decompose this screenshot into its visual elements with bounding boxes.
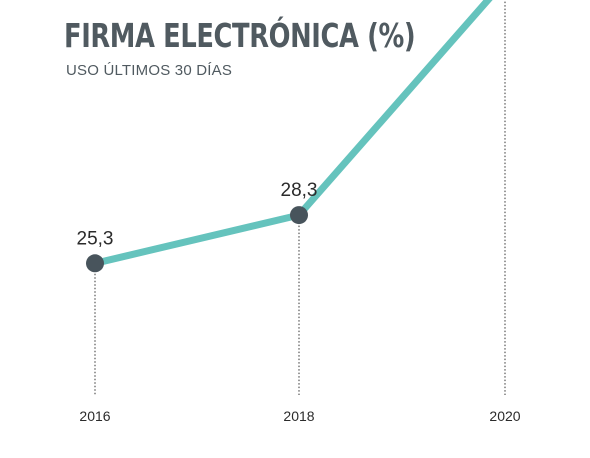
chart-subtitle: USO ÚLTIMOS 30 DÍAS (66, 62, 233, 79)
chart-title: FIRMA ELECTRÓNICA (%) (64, 16, 416, 55)
data-point-2016 (86, 254, 104, 273)
drop-lines (94, 0, 506, 395)
value-label-2016: 25,3 (77, 228, 114, 249)
value-label-2018: 28,3 (281, 180, 318, 201)
x-tick-label-2020: 2020 (489, 408, 520, 424)
x-tick-label-2018: 2018 (283, 408, 314, 424)
data-point-2018 (290, 206, 308, 225)
value-labels: 25,328,342,9 (77, 180, 318, 249)
x-tick-label-2016: 2016 (79, 408, 110, 424)
data-points (86, 206, 308, 273)
x-axis-ticks: 2016 2018 2020 (79, 408, 520, 424)
